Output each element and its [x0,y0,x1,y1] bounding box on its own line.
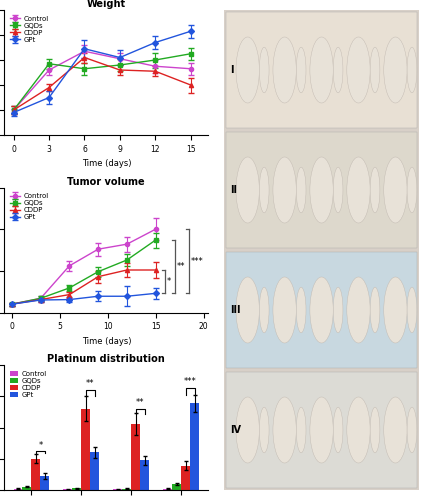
Text: II: II [230,185,237,195]
Bar [22,486,31,490]
Text: ***: *** [184,378,197,386]
FancyBboxPatch shape [226,372,417,488]
Title: Weight: Weight [87,0,126,9]
Bar [131,424,140,490]
Ellipse shape [370,287,380,333]
Text: **: ** [86,379,95,388]
Ellipse shape [407,407,417,453]
FancyBboxPatch shape [226,252,417,368]
Bar [63,489,72,490]
Ellipse shape [370,407,380,453]
Ellipse shape [273,277,296,343]
Ellipse shape [333,47,343,93]
Bar [72,488,81,490]
Ellipse shape [310,397,333,463]
Ellipse shape [236,37,259,103]
Ellipse shape [296,287,306,333]
Title: Platinum distribution: Platinum distribution [47,354,165,364]
X-axis label: Time (days): Time (days) [82,337,131,346]
Ellipse shape [296,47,306,93]
Ellipse shape [384,277,407,343]
FancyBboxPatch shape [226,132,417,248]
Ellipse shape [384,157,407,223]
Ellipse shape [310,277,333,343]
Text: **: ** [136,398,145,407]
Ellipse shape [333,287,343,333]
Ellipse shape [310,157,333,223]
Legend: Control, GQDs, CDDP, GPt: Control, GQDs, CDDP, GPt [8,191,51,222]
Bar [172,484,181,490]
Ellipse shape [259,167,269,213]
Ellipse shape [347,37,370,103]
X-axis label: Time (days): Time (days) [82,160,131,168]
Ellipse shape [296,167,306,213]
Ellipse shape [333,407,343,453]
Legend: Control, GQDs, CDDP, GPt: Control, GQDs, CDDP, GPt [8,368,49,400]
Bar [91,452,99,490]
Ellipse shape [347,157,370,223]
Ellipse shape [236,397,259,463]
Bar [140,460,149,490]
Ellipse shape [384,397,407,463]
Text: D: D [209,0,219,4]
Text: I: I [230,65,233,75]
Text: **: ** [176,262,185,271]
Legend: Control, GQDs, CDDP, GPt: Control, GQDs, CDDP, GPt [8,14,51,45]
Ellipse shape [273,397,296,463]
Ellipse shape [310,37,333,103]
Ellipse shape [236,157,259,223]
Text: *: * [38,441,43,450]
Bar [81,409,91,490]
Ellipse shape [273,37,296,103]
Text: *: * [167,277,171,286]
Ellipse shape [370,167,380,213]
Ellipse shape [296,407,306,453]
Title: Tumor volume: Tumor volume [68,176,145,186]
Ellipse shape [407,167,417,213]
Ellipse shape [347,277,370,343]
Ellipse shape [407,47,417,93]
Ellipse shape [259,407,269,453]
FancyBboxPatch shape [226,12,417,128]
Bar [31,459,41,490]
Bar [113,489,122,490]
Bar [122,489,131,490]
Text: IV: IV [230,425,241,435]
Ellipse shape [347,397,370,463]
Ellipse shape [333,167,343,213]
Ellipse shape [236,277,259,343]
Ellipse shape [407,287,417,333]
Bar [41,476,49,490]
Ellipse shape [259,287,269,333]
Text: III: III [230,305,241,315]
Text: ***: *** [191,257,203,266]
Ellipse shape [273,157,296,223]
Ellipse shape [259,47,269,93]
Ellipse shape [384,37,407,103]
Ellipse shape [370,47,380,93]
Bar [14,489,22,490]
Bar [163,489,172,490]
Bar [190,404,199,490]
Bar [181,466,190,490]
